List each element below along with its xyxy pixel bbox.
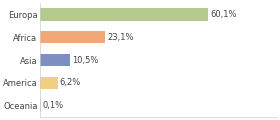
Bar bbox=[40, 77, 58, 89]
Text: 6,2%: 6,2% bbox=[60, 78, 81, 87]
Text: 60,1%: 60,1% bbox=[210, 10, 237, 19]
Text: 23,1%: 23,1% bbox=[107, 33, 134, 42]
Text: 10,5%: 10,5% bbox=[72, 55, 98, 65]
Text: 0,1%: 0,1% bbox=[43, 101, 64, 110]
Bar bbox=[40, 8, 208, 21]
Bar bbox=[40, 54, 69, 66]
Bar bbox=[40, 31, 105, 43]
